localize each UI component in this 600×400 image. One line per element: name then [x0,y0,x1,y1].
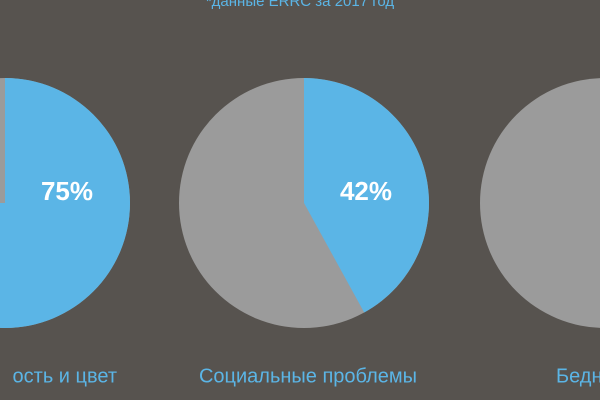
category-label: Социальные проблемы [199,365,417,387]
category-label: ость и цвет [13,365,117,387]
pie-background [480,78,600,328]
value-label: 75% [41,176,93,206]
pie-slice [0,78,130,328]
category-label: Бедн [556,365,600,387]
value-label: 42% [340,176,392,206]
pie-slice [304,78,429,313]
chart-subtitle: *данные ERRC за 2017 год [206,0,395,10]
